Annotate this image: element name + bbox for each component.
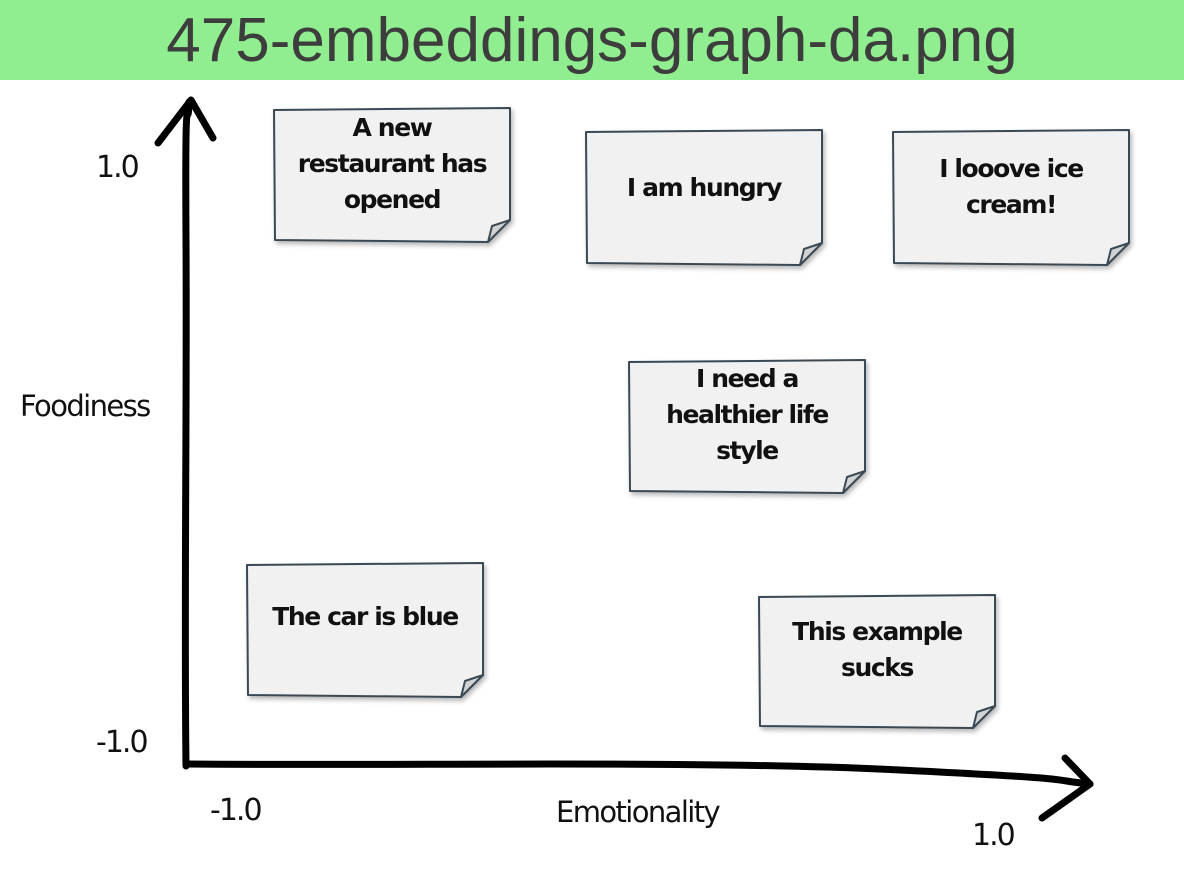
sticky-note: I looove ice cream! xyxy=(892,129,1130,266)
sticky-note: The car is blue xyxy=(246,562,484,698)
sticky-note-text: I looove ice xyxy=(939,154,1083,183)
sticky-note: This example sucks xyxy=(758,594,996,729)
sticky-note-curl xyxy=(487,219,511,243)
sticky-note-curl xyxy=(1106,242,1130,266)
sticky-note-text: A new xyxy=(353,113,433,142)
y-axis-max-label: 1.0 xyxy=(96,150,139,185)
sticky-note-curl xyxy=(842,470,866,494)
axes xyxy=(154,96,1094,822)
y-axis-line xyxy=(181,98,193,770)
notes: A new restaurant has opened I am hungry I lo… xyxy=(246,107,1130,729)
y-axis-title: Foodiness xyxy=(20,389,150,423)
sticky-note: A new restaurant has opened xyxy=(273,107,511,243)
y-axis-min-label: -1.0 xyxy=(96,725,147,760)
sticky-note-text: restaurant has xyxy=(298,149,487,178)
sticky-note-text: opened xyxy=(344,185,440,214)
sticky-note-text: I need a xyxy=(696,364,798,393)
sticky-note-text: This example xyxy=(792,617,962,646)
filename-title: 475-embeddings-graph-da.png xyxy=(166,6,1018,75)
sticky-note-text: style xyxy=(716,436,778,465)
x-axis-title: Emotionality xyxy=(556,795,721,829)
filename-banner: 475-embeddings-graph-da.png xyxy=(0,0,1184,80)
sticky-note-text: The car is blue xyxy=(272,602,458,631)
sticky-note-text: I am hungry xyxy=(627,173,782,202)
sticky-note-curl xyxy=(972,705,996,729)
sticky-note-curl xyxy=(460,674,484,698)
x-axis-max-label: 1.0 xyxy=(972,818,1015,853)
x-axis-line xyxy=(184,760,1094,788)
x-axis-min-label: -1.0 xyxy=(210,793,261,828)
x-axis-arrowhead xyxy=(1038,754,1094,822)
sticky-note-curl xyxy=(799,242,823,266)
sticky-note: I need a healthier life style xyxy=(628,359,866,494)
sticky-note-text: healthier life xyxy=(666,400,828,429)
sticky-note-text: sucks xyxy=(841,653,914,682)
sticky-note-text: cream! xyxy=(966,190,1056,219)
y-axis-arrowhead xyxy=(154,96,217,147)
sticky-note: I am hungry xyxy=(585,129,823,266)
